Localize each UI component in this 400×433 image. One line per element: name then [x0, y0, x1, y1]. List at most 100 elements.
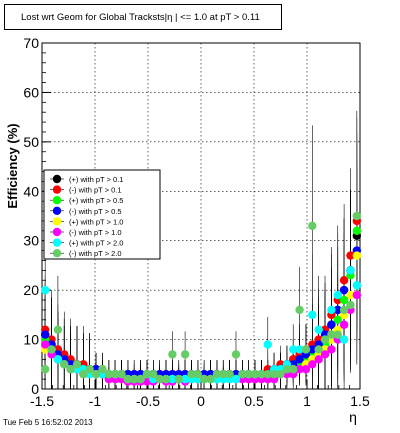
x-tick-label: -0.5 — [136, 393, 160, 409]
data-point — [282, 365, 292, 374]
data-point — [308, 310, 317, 320]
data-point — [91, 369, 101, 379]
data-point — [231, 350, 241, 359]
legend-entry: (+) with pT > 2.0 — [69, 239, 123, 248]
data-point — [53, 355, 63, 364]
data-point — [66, 365, 75, 374]
data-point — [352, 281, 362, 290]
data-point — [301, 345, 311, 354]
y-tick-label: 30 — [23, 233, 39, 249]
data-point — [339, 320, 349, 329]
legend-entry: (+) with pT > 0.5 — [69, 196, 123, 205]
timestamp: Tue Feb 5 16:52:02 2013 — [3, 418, 93, 427]
data-point — [142, 369, 152, 379]
x-tick-label: 1 — [303, 393, 311, 409]
legend-marker — [52, 185, 62, 194]
data-point — [225, 369, 234, 379]
data-point — [40, 285, 50, 295]
data-point — [327, 305, 336, 315]
data-point — [339, 295, 349, 305]
data-point — [187, 369, 196, 379]
data-point — [333, 330, 342, 339]
data-point — [212, 369, 222, 379]
data-point — [346, 266, 355, 275]
data-point — [60, 360, 69, 369]
y-tick-label: 50 — [23, 134, 39, 150]
data-point — [168, 350, 177, 359]
data-point — [219, 369, 228, 379]
y-tick-label: 0 — [31, 381, 39, 397]
data-point — [199, 374, 209, 384]
y-axis-label: Efficiency (%) — [5, 123, 20, 208]
data-point — [327, 330, 336, 339]
data-point — [40, 365, 50, 374]
chart-title: Lost wrt Geom for Global Tracksts|η | <=… — [4, 4, 282, 30]
data-point — [117, 369, 126, 379]
data-point — [295, 345, 304, 354]
legend-marker — [52, 249, 62, 258]
data-point — [206, 374, 215, 384]
data-point — [301, 365, 311, 374]
data-point — [333, 290, 342, 300]
legend-entry: (+) with pT > 1.0 — [69, 217, 123, 226]
data-point — [155, 374, 164, 384]
data-point — [320, 335, 330, 344]
data-point — [314, 345, 323, 354]
data-point — [327, 345, 336, 354]
data-point — [308, 221, 317, 231]
x-tick-label: 0.5 — [244, 393, 264, 409]
data-point — [333, 315, 342, 324]
data-point — [352, 251, 362, 260]
data-point — [346, 290, 355, 300]
legend-marker — [52, 196, 62, 205]
data-point — [314, 355, 323, 364]
data-point — [250, 369, 260, 379]
legend-marker — [52, 238, 62, 247]
data-point — [352, 290, 362, 300]
y-tick-label: 10 — [23, 332, 39, 348]
x-tick-label: -1 — [89, 393, 102, 409]
data-point — [339, 276, 349, 285]
y-tick-label: 40 — [23, 183, 39, 199]
data-point — [123, 374, 133, 384]
legend-entry: (-) with pT > 2.0 — [69, 249, 122, 258]
data-point — [333, 305, 342, 315]
data-point — [136, 374, 145, 384]
y-tick-label: 60 — [23, 84, 39, 100]
data-point — [40, 340, 50, 349]
legend-marker — [52, 227, 62, 237]
data-point — [257, 369, 266, 379]
data-point — [352, 211, 362, 221]
data-point — [339, 285, 349, 295]
data-point — [72, 360, 82, 369]
data-point — [308, 360, 317, 369]
data-point — [174, 374, 183, 384]
legend-marker — [52, 217, 62, 226]
data-point — [130, 374, 139, 384]
data-point — [180, 374, 190, 384]
data-point — [40, 330, 50, 339]
data-point — [161, 374, 171, 384]
data-point — [47, 345, 56, 354]
data-point — [346, 300, 355, 310]
legend-box — [43, 169, 161, 260]
data-point — [238, 369, 247, 379]
data-point — [269, 369, 279, 379]
data-point — [320, 350, 330, 359]
data-point — [149, 369, 158, 379]
y-tick-label: 20 — [23, 282, 39, 298]
data-point — [193, 369, 203, 379]
legend-entry: (+) with pT > 0.1 — [69, 175, 123, 184]
data-point — [295, 365, 304, 374]
data-point — [263, 369, 272, 379]
legend-marker — [52, 206, 62, 215]
data-point — [98, 365, 107, 374]
data-point — [314, 325, 323, 334]
data-point — [289, 365, 298, 374]
data-point — [142, 377, 152, 386]
legend: (+) with pT > 0.1(-) with pT > 0.1(+) wi… — [43, 169, 161, 260]
data-point — [289, 345, 298, 354]
data-point — [244, 369, 253, 379]
data-point — [263, 340, 272, 349]
